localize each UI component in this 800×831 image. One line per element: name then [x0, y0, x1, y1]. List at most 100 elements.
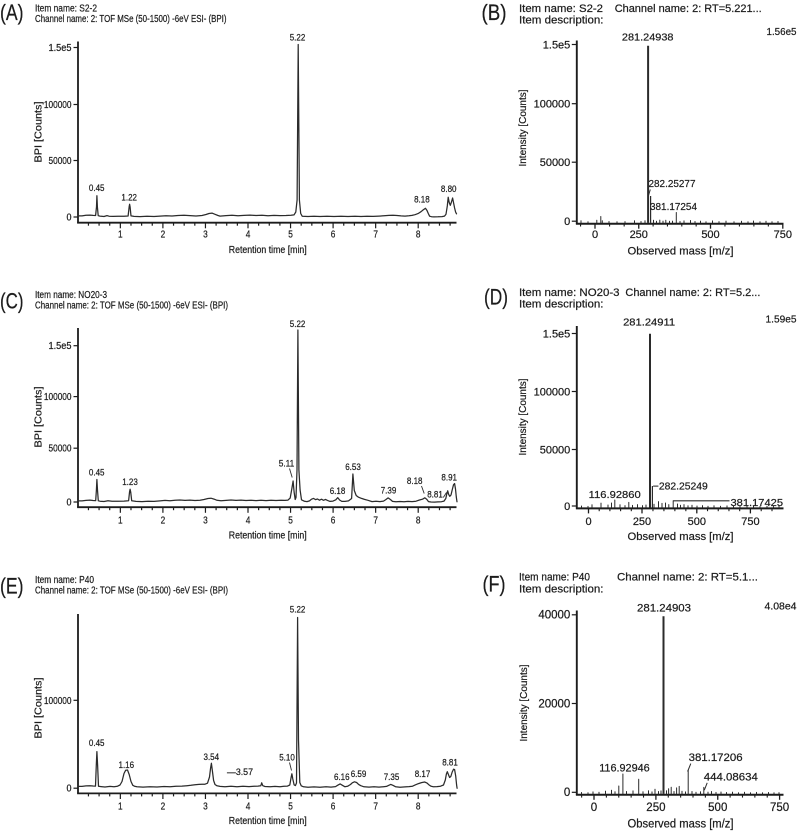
- svg-text:6: 6: [331, 801, 336, 812]
- svg-text:5.10: 5.10: [279, 753, 295, 764]
- svg-text:250: 250: [630, 229, 648, 241]
- svg-text:0: 0: [564, 787, 570, 799]
- svg-text:(B): (B): [482, 0, 507, 25]
- svg-text:Observed mass [m/z]: Observed mass [m/z]: [628, 245, 734, 257]
- svg-text:1.5e5: 1.5e5: [49, 341, 72, 352]
- svg-text:5.22: 5.22: [290, 319, 306, 330]
- svg-text:Retention time [min]: Retention time [min]: [229, 531, 307, 542]
- svg-text:0: 0: [67, 498, 72, 509]
- svg-text:5.22: 5.22: [290, 605, 306, 616]
- svg-text:282.25277: 282.25277: [649, 178, 696, 190]
- svg-text:8.18: 8.18: [407, 476, 423, 487]
- svg-text:Channel name: 2: RT=5.1...: Channel name: 2: RT=5.1...: [617, 571, 758, 583]
- svg-text:7: 7: [373, 515, 378, 526]
- svg-text:116.92946: 116.92946: [599, 762, 650, 774]
- svg-text:6: 6: [331, 229, 336, 240]
- svg-text:4: 4: [246, 229, 251, 240]
- svg-text:116.92860: 116.92860: [589, 489, 641, 501]
- svg-text:Item name: S2-2: Item name: S2-2: [519, 3, 603, 15]
- svg-text:444.08634: 444.08634: [704, 772, 758, 784]
- svg-text:500: 500: [688, 516, 706, 528]
- svg-text:Observed mass [m/z]: Observed mass [m/z]: [628, 531, 734, 543]
- svg-text:BPI [Counts]: BPI [Counts]: [34, 677, 45, 738]
- svg-text:7.35: 7.35: [384, 772, 400, 783]
- svg-text:BPI [Counts]: BPI [Counts]: [34, 101, 45, 162]
- svg-text:0: 0: [564, 216, 570, 228]
- svg-text:Channel name: 2: RT=5.2...: Channel name: 2: RT=5.2...: [625, 287, 760, 299]
- svg-text:8.81: 8.81: [442, 757, 458, 768]
- svg-text:0: 0: [564, 501, 570, 513]
- svg-text:1.59e5: 1.59e5: [766, 314, 797, 326]
- svg-text:1: 1: [118, 229, 123, 240]
- svg-text:381.17206: 381.17206: [689, 752, 743, 764]
- svg-text:Channel name: 2: TOF MSe (50-1: Channel name: 2: TOF MSe (50-1500) -6eV …: [35, 585, 228, 596]
- svg-text:1: 1: [118, 515, 123, 526]
- svg-text:0.45: 0.45: [89, 738, 105, 749]
- svg-text:8: 8: [416, 229, 421, 240]
- svg-text:5.11: 5.11: [279, 459, 295, 470]
- svg-text:6.18: 6.18: [330, 486, 346, 497]
- svg-text:100000: 100000: [44, 100, 72, 111]
- svg-text:Item description:: Item description:: [519, 14, 604, 26]
- svg-text:(A): (A): [0, 0, 24, 25]
- svg-text:750: 750: [770, 802, 789, 814]
- svg-text:0: 0: [67, 213, 72, 224]
- svg-text:5: 5: [288, 801, 293, 812]
- svg-text:3: 3: [203, 801, 208, 812]
- svg-text:Item name: NO20-3: Item name: NO20-3: [519, 287, 620, 299]
- svg-text:5.22: 5.22: [290, 32, 306, 43]
- svg-text:381.17254: 381.17254: [650, 201, 697, 213]
- svg-text:1.16: 1.16: [119, 760, 135, 771]
- svg-text:5: 5: [288, 515, 293, 526]
- svg-text:250: 250: [646, 802, 665, 814]
- svg-text:(E): (E): [0, 573, 24, 598]
- svg-text:100000: 100000: [534, 99, 571, 111]
- svg-text:4: 4: [246, 801, 251, 812]
- svg-text:8.80: 8.80: [441, 184, 457, 195]
- svg-text:2: 2: [161, 801, 166, 812]
- svg-text:1.5e5: 1.5e5: [543, 328, 571, 340]
- svg-text:20000: 20000: [538, 698, 570, 710]
- svg-text:2: 2: [161, 515, 166, 526]
- svg-text:750: 750: [774, 229, 792, 241]
- svg-text:Retention time [min]: Retention time [min]: [229, 245, 307, 256]
- svg-text:2: 2: [161, 229, 166, 240]
- svg-text:1: 1: [118, 801, 123, 812]
- svg-text:Channel name: 2: TOF MSe (50-1: Channel name: 2: TOF MSe (50-1500) -6eV …: [35, 300, 228, 311]
- svg-text:Retention time [min]: Retention time [min]: [229, 816, 307, 827]
- svg-text:0: 0: [67, 784, 72, 795]
- svg-text:8: 8: [416, 515, 421, 526]
- svg-text:(C): (C): [0, 288, 24, 313]
- svg-text:Item name: P40: Item name: P40: [35, 575, 94, 586]
- svg-text:Intensity [Counts]: Intensity [Counts]: [517, 378, 529, 455]
- svg-text:3.54: 3.54: [204, 752, 220, 763]
- svg-text:Item description:: Item description:: [519, 298, 604, 310]
- svg-text:1.22: 1.22: [121, 192, 137, 203]
- svg-text:1.23: 1.23: [122, 477, 138, 488]
- svg-text:0: 0: [591, 802, 597, 814]
- svg-text:281.24938: 281.24938: [622, 31, 674, 43]
- svg-text:Intensity [Counts]: Intensity [Counts]: [517, 89, 529, 166]
- svg-text:Channel name: 2: TOF MSe (50-1: Channel name: 2: TOF MSe (50-1500) -6eV …: [35, 14, 227, 25]
- svg-text:Channel name: 2: RT=5.221...: Channel name: 2: RT=5.221...: [615, 3, 762, 15]
- svg-text:50000: 50000: [540, 157, 571, 169]
- svg-text:3: 3: [203, 229, 208, 240]
- svg-text:50000: 50000: [49, 156, 72, 167]
- svg-text:0.45: 0.45: [89, 183, 105, 194]
- svg-text:1.56e5: 1.56e5: [767, 26, 797, 38]
- svg-text:50000: 50000: [540, 444, 571, 456]
- svg-text:6.53: 6.53: [345, 462, 361, 473]
- svg-text:Item description:: Item description:: [519, 583, 604, 595]
- svg-text:6.59: 6.59: [351, 769, 367, 780]
- svg-text:6: 6: [331, 515, 336, 526]
- svg-text:100000: 100000: [44, 392, 72, 403]
- svg-text:8.18: 8.18: [414, 195, 430, 206]
- svg-text:1.5e5: 1.5e5: [49, 43, 72, 54]
- svg-text:−282.25249: −282.25249: [653, 480, 708, 492]
- svg-text:(D): (D): [484, 285, 508, 310]
- svg-text:281.24911: 281.24911: [623, 316, 675, 328]
- svg-text:Item name: NO20-3: Item name: NO20-3: [35, 290, 107, 301]
- svg-text:250: 250: [633, 516, 651, 528]
- svg-text:6.16: 6.16: [334, 772, 350, 783]
- svg-text:—3.57: —3.57: [227, 767, 253, 778]
